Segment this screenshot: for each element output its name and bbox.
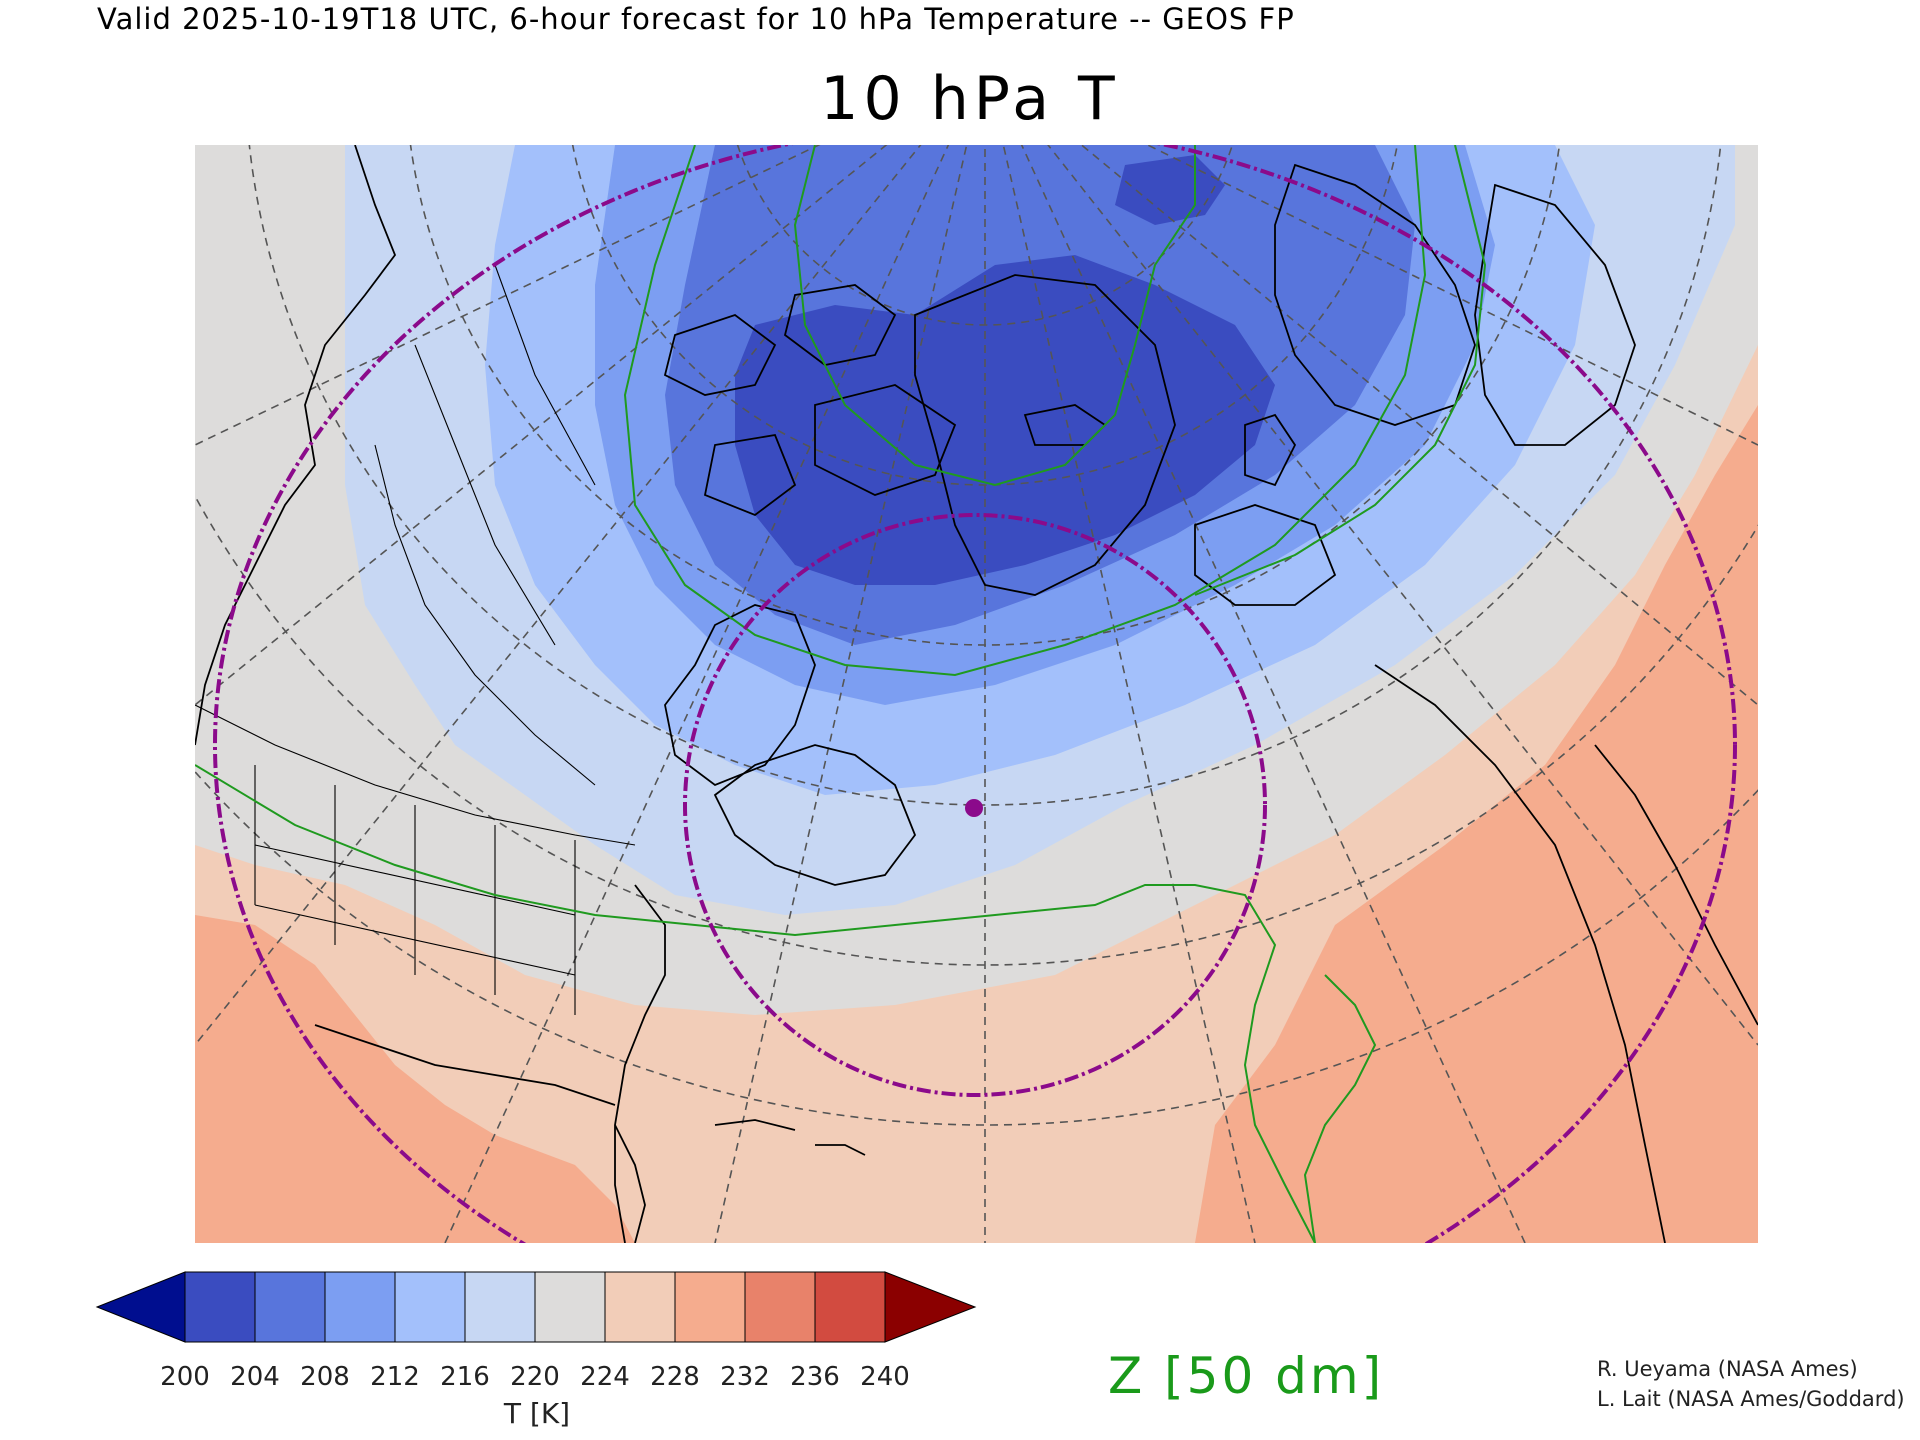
cbar-under-arrow xyxy=(95,1271,186,1343)
temp-zone-232-west xyxy=(195,915,635,1243)
cbar-bin-212-216 xyxy=(394,1271,466,1343)
plot-title: 10 hPa T xyxy=(820,64,1120,134)
cbar-tick: 216 xyxy=(440,1362,490,1392)
credit-line-1: R. Ueyama (NASA Ames) xyxy=(1597,1357,1858,1381)
cbar-tick: 236 xyxy=(790,1362,840,1392)
cbar-tick: 220 xyxy=(510,1362,560,1392)
temperature-map xyxy=(195,145,1758,1243)
contour-3100-north xyxy=(623,145,1427,677)
cbar-tick: 212 xyxy=(370,1362,420,1392)
range-rings xyxy=(213,145,1737,1243)
cbar-bin-228-232 xyxy=(674,1271,746,1343)
meridians xyxy=(195,145,1758,1243)
map-svg xyxy=(195,145,1758,1243)
cbar-tick: 200 xyxy=(160,1362,210,1392)
height-contours xyxy=(195,145,1487,1243)
contour-3100-se xyxy=(1303,974,1377,1243)
valid-time-header: Valid 2025-10-19T18 UTC, 6-hour forecast… xyxy=(97,2,1295,36)
cbar-bin-208-212 xyxy=(324,1271,396,1343)
colorbar-title: T [K] xyxy=(503,1397,571,1430)
credit-line-2: L. Lait (NASA Ames/Goddard) xyxy=(1597,1387,1905,1411)
credits: R. Ueyama (NASA Ames) L. Lait (NASA Ames… xyxy=(1597,1354,1905,1414)
cbar-bin-220-224 xyxy=(534,1271,606,1343)
coastlines xyxy=(195,145,1758,1243)
cbar-tick: 228 xyxy=(650,1362,700,1392)
cbar-bin-224-228 xyxy=(604,1271,676,1343)
cbar-bin-232-236 xyxy=(744,1271,816,1343)
station-marker xyxy=(965,799,983,817)
cbar-bin-216-220 xyxy=(464,1271,536,1343)
cbar-tick: 240 xyxy=(860,1362,910,1392)
cbar-over-arrow xyxy=(884,1271,977,1343)
contour-3100-inner xyxy=(793,145,1196,487)
cbar-tick: 204 xyxy=(230,1362,280,1392)
temp-zone-204-patch xyxy=(1115,155,1225,225)
cbar-tick: 208 xyxy=(300,1362,350,1392)
temp-zone-232-east xyxy=(1195,405,1758,1243)
cbar-bin-236-240 xyxy=(814,1271,886,1343)
contour-3100-main xyxy=(195,764,1316,1243)
temp-zone-204 xyxy=(735,255,1275,585)
cbar-bin-200-204 xyxy=(184,1271,256,1343)
contour-legend-label: Z [50 dm] xyxy=(1108,1347,1385,1405)
cbar-tick: 224 xyxy=(580,1362,630,1392)
contour-3100-ne xyxy=(1194,145,1487,596)
political-borders xyxy=(195,264,636,1015)
cbar-tick: 232 xyxy=(720,1362,770,1392)
colorbar xyxy=(95,1271,977,1343)
cbar-bin-204-208 xyxy=(254,1271,326,1343)
